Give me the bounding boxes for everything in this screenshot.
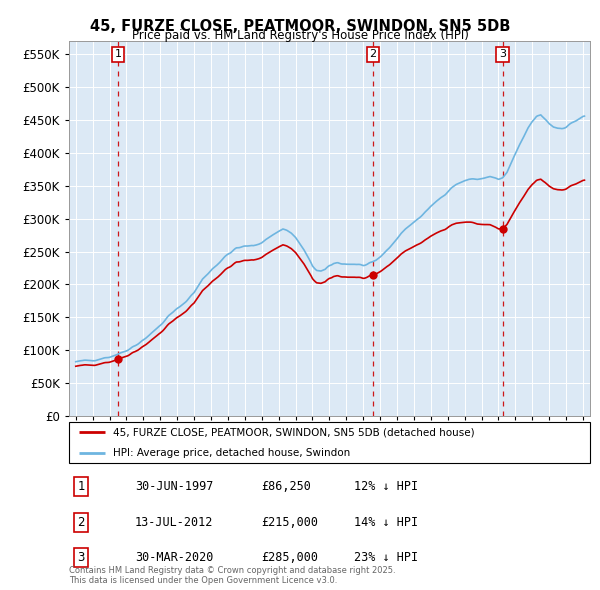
Text: 3: 3 [499, 50, 506, 60]
Text: 30-JUN-1997: 30-JUN-1997 [135, 480, 214, 493]
Text: 3: 3 [77, 551, 85, 564]
Text: 30-MAR-2020: 30-MAR-2020 [135, 551, 214, 564]
Text: 1: 1 [77, 480, 85, 493]
Text: 23% ↓ HPI: 23% ↓ HPI [354, 551, 418, 564]
Text: £215,000: £215,000 [261, 516, 318, 529]
Text: 14% ↓ HPI: 14% ↓ HPI [354, 516, 418, 529]
Text: £285,000: £285,000 [261, 551, 318, 564]
Text: Contains HM Land Registry data © Crown copyright and database right 2025.
This d: Contains HM Land Registry data © Crown c… [69, 566, 395, 585]
Text: Price paid vs. HM Land Registry's House Price Index (HPI): Price paid vs. HM Land Registry's House … [131, 30, 469, 42]
Text: HPI: Average price, detached house, Swindon: HPI: Average price, detached house, Swin… [113, 448, 350, 458]
Text: 12% ↓ HPI: 12% ↓ HPI [354, 480, 418, 493]
Text: 45, FURZE CLOSE, PEATMOOR, SWINDON, SN5 5DB (detached house): 45, FURZE CLOSE, PEATMOOR, SWINDON, SN5 … [113, 427, 475, 437]
Text: 2: 2 [370, 50, 377, 60]
Text: £86,250: £86,250 [261, 480, 311, 493]
Text: 1: 1 [115, 50, 122, 60]
Text: 45, FURZE CLOSE, PEATMOOR, SWINDON, SN5 5DB: 45, FURZE CLOSE, PEATMOOR, SWINDON, SN5 … [90, 19, 510, 34]
Text: 13-JUL-2012: 13-JUL-2012 [135, 516, 214, 529]
Text: 2: 2 [77, 516, 85, 529]
